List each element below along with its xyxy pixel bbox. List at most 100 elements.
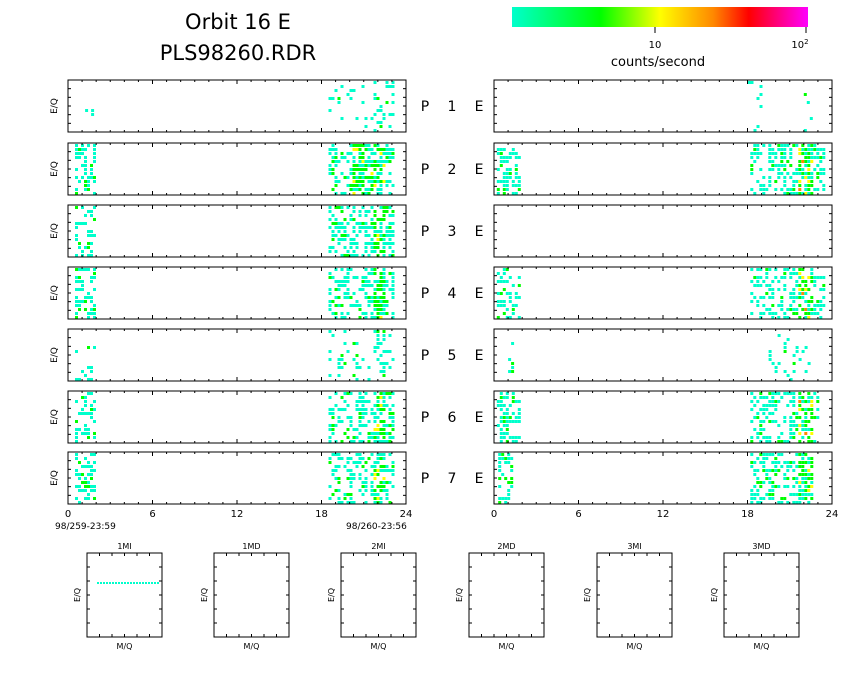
heat-cell bbox=[370, 176, 374, 179]
heat-cell bbox=[792, 485, 796, 488]
heat-cell bbox=[768, 481, 772, 484]
heat-cell bbox=[816, 300, 820, 303]
heat-cell bbox=[801, 152, 805, 155]
heat-cell bbox=[499, 280, 503, 283]
heat-cell bbox=[391, 392, 395, 395]
heat-cell bbox=[367, 144, 371, 147]
heat-cell bbox=[792, 424, 796, 427]
heat-cell bbox=[777, 424, 781, 427]
heat-cell bbox=[765, 268, 769, 271]
heat-cell bbox=[379, 109, 383, 112]
row-label-p: P bbox=[421, 162, 429, 178]
heat-cell bbox=[391, 184, 395, 187]
heat-cell bbox=[90, 276, 93, 279]
colorbar-label-100: 102 bbox=[791, 38, 808, 51]
heat-cell bbox=[502, 268, 506, 271]
heat-cell bbox=[346, 268, 350, 271]
title-file: PLS98260.RDR bbox=[160, 41, 317, 65]
mass-line-cell bbox=[130, 582, 132, 584]
heat-cell bbox=[792, 461, 796, 464]
heat-cell bbox=[84, 184, 87, 187]
heat-cell bbox=[373, 404, 377, 407]
heat-cell bbox=[367, 440, 371, 443]
heat-cell bbox=[334, 164, 338, 167]
heat-cell bbox=[762, 420, 766, 423]
heat-cell bbox=[759, 93, 763, 96]
heat-cell bbox=[807, 184, 811, 187]
heat-cell bbox=[804, 424, 808, 427]
heat-cell bbox=[346, 501, 350, 504]
heat-cell bbox=[75, 234, 78, 237]
heat-cell bbox=[807, 176, 811, 179]
heat-cell bbox=[391, 210, 395, 213]
heat-cell bbox=[376, 457, 380, 460]
heat-cell bbox=[385, 489, 389, 492]
heat-cell bbox=[334, 404, 338, 407]
heat-cell bbox=[331, 276, 335, 279]
heat-cell bbox=[391, 469, 395, 472]
heat-cell bbox=[75, 168, 78, 171]
heat-cell bbox=[810, 308, 814, 311]
heat-cell bbox=[756, 457, 760, 460]
heat-cell bbox=[379, 164, 383, 167]
heat-cell bbox=[361, 493, 365, 496]
heat-cell bbox=[90, 230, 93, 233]
heat-cell bbox=[750, 436, 754, 439]
heat-cell bbox=[822, 172, 826, 175]
heat-cell bbox=[385, 432, 389, 435]
heat-cell bbox=[765, 404, 769, 407]
heat-cell bbox=[81, 408, 84, 411]
heat-cell bbox=[334, 268, 338, 271]
heat-cell bbox=[801, 144, 805, 147]
heat-cell bbox=[496, 300, 500, 303]
heat-cell bbox=[90, 242, 93, 245]
heat-cell bbox=[801, 424, 805, 427]
heat-cell bbox=[795, 453, 799, 456]
heat-cell bbox=[753, 416, 757, 419]
heat-cell bbox=[87, 428, 90, 431]
heat-cell bbox=[376, 346, 380, 349]
heat-cell bbox=[388, 85, 392, 88]
heat-cell bbox=[517, 412, 521, 415]
heat-cell bbox=[807, 493, 811, 496]
colorbar-label-10: 10 bbox=[649, 40, 662, 51]
heat-cell bbox=[328, 226, 332, 229]
heat-cell bbox=[343, 276, 347, 279]
heat-cell bbox=[355, 304, 359, 307]
heat-cell bbox=[774, 400, 778, 403]
heat-cell bbox=[819, 148, 823, 151]
heat-cell bbox=[352, 160, 356, 163]
heat-cell bbox=[84, 156, 87, 159]
heat-cell bbox=[391, 254, 395, 257]
heat-cell bbox=[84, 396, 87, 399]
heat-cell bbox=[382, 164, 386, 167]
heat-cell bbox=[499, 432, 503, 435]
heat-cell bbox=[511, 412, 515, 415]
heat-cell bbox=[91, 109, 95, 112]
heat-cell bbox=[801, 308, 805, 311]
heat-cell bbox=[84, 246, 87, 249]
heat-cell bbox=[795, 312, 799, 315]
heat-cell bbox=[388, 392, 392, 395]
heat-cell bbox=[364, 316, 368, 319]
heat-cell bbox=[382, 276, 386, 279]
heat-cell bbox=[346, 436, 350, 439]
mass-line-cell bbox=[112, 582, 114, 584]
heat-cell bbox=[750, 300, 754, 303]
heat-cell bbox=[364, 412, 368, 415]
heat-cell bbox=[505, 268, 509, 271]
heat-cell bbox=[379, 192, 383, 195]
heat-cell bbox=[511, 284, 515, 287]
heat-cell bbox=[364, 210, 368, 213]
heat-cell bbox=[349, 493, 353, 496]
heat-cell bbox=[376, 238, 380, 241]
heat-cell bbox=[382, 465, 386, 468]
heat-cell bbox=[391, 272, 395, 275]
heat-cell bbox=[382, 330, 386, 333]
heat-cell bbox=[370, 432, 374, 435]
heat-cell bbox=[505, 156, 509, 159]
heat-cell bbox=[798, 284, 802, 287]
heat-cell bbox=[810, 268, 814, 271]
